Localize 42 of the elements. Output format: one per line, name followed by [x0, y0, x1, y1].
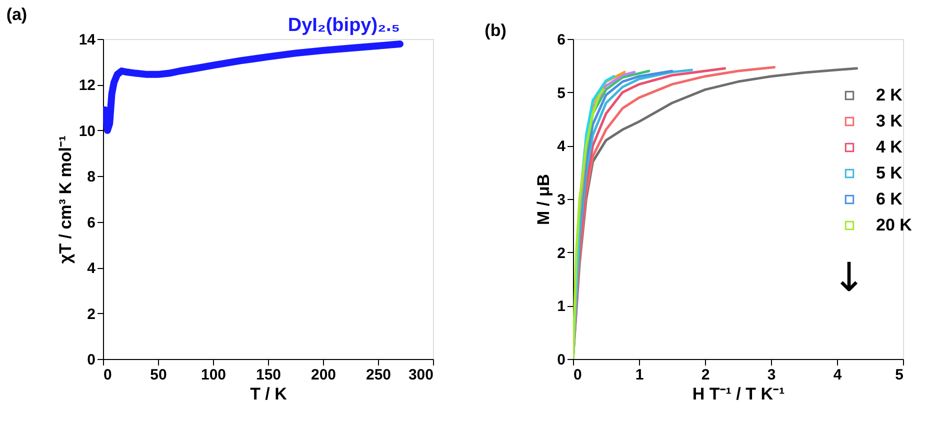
x-tick-label: 200	[310, 366, 336, 384]
x-axis-title: T / K	[250, 384, 288, 404]
legend-label: 6 K	[876, 190, 904, 208]
y-tick-label: 1	[557, 298, 566, 316]
x-axis-title: H T⁻¹ / T K⁻¹	[692, 384, 785, 404]
chart-title: (b)	[484, 21, 506, 40]
chart-title: (a)	[6, 5, 28, 24]
x-tick-label: 5	[895, 366, 904, 384]
y-tick-label: 2	[87, 306, 96, 323]
y-tick-label: 8	[87, 168, 96, 186]
x-tick-label: 250	[366, 366, 392, 384]
y-tick-label: 3	[557, 192, 566, 208]
x-tick-label: 50	[150, 366, 167, 384]
legend-label: 2 K	[876, 86, 904, 104]
series-label: DyI₂(bipy)₂.₅	[288, 15, 400, 36]
annotation: ↓	[832, 255, 866, 301]
x-tick-label: 0	[574, 366, 582, 384]
x-tick-label: 300	[408, 366, 434, 384]
y-tick-label: 6	[87, 214, 96, 232]
y-tick-label: 12	[78, 77, 96, 94]
legend-label: 4 K	[876, 138, 904, 156]
x-tick-label: 4	[833, 366, 842, 384]
y-tick-label: 6	[557, 32, 566, 48]
legend-label: 5 K	[876, 164, 904, 182]
x-tick-label: 2	[701, 366, 710, 384]
y-tick-label: 4	[557, 138, 566, 156]
y-tick-label: 0	[87, 352, 96, 368]
x-tick-label: 150	[256, 366, 282, 384]
y-axis-title: χT / cm³ K mol⁻¹	[56, 135, 75, 264]
x-tick-label: 0	[104, 366, 112, 384]
x-tick-label: 100	[200, 366, 226, 384]
y-axis-title: M / μB	[534, 174, 554, 226]
y-tick-label: 5	[557, 84, 566, 102]
y-tick-label: 2	[557, 244, 566, 262]
y-tick-label: 0	[557, 352, 566, 368]
x-tick-label: 1	[635, 366, 644, 384]
y-tick-label: 4	[87, 260, 96, 278]
y-tick-label: 14	[78, 32, 96, 48]
legend-label: 20 K	[876, 216, 913, 234]
x-tick-label: 3	[767, 366, 776, 384]
y-tick-label: 10	[78, 122, 96, 140]
legend-label: 3 K	[876, 112, 904, 130]
